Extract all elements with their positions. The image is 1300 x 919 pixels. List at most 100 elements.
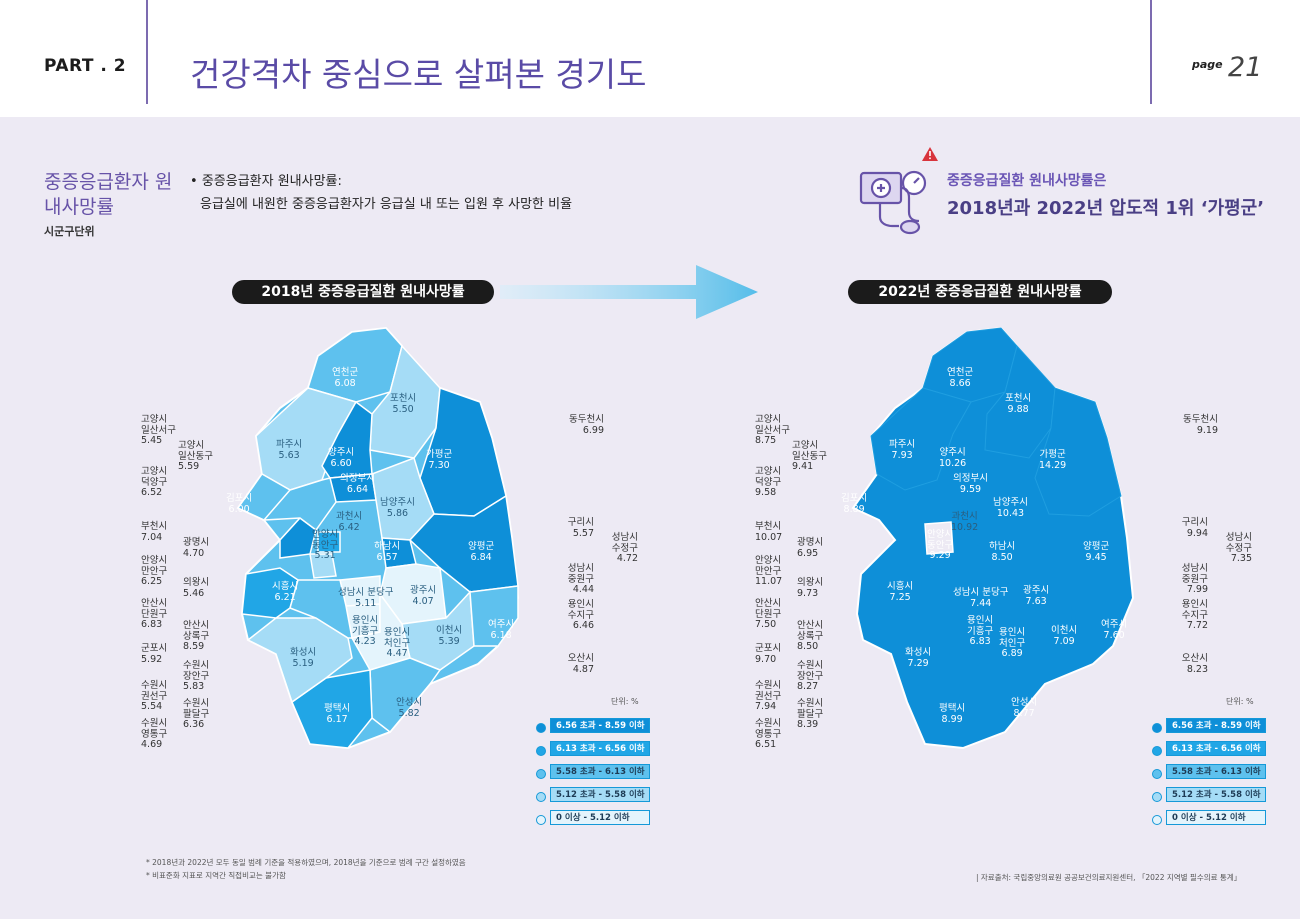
label-hwaseong: 화성시 7.29 <box>905 647 932 669</box>
region-gapyeong <box>1034 387 1122 517</box>
ext-2022-dongducheon: 동두천시 9.19 <box>1183 414 1218 436</box>
label-pocheon: 포천시 9.88 <box>1005 393 1032 415</box>
ext-2018-gunpo: 군포시 5.92 <box>141 643 168 665</box>
label-siheung: 시흥시 6.21 <box>272 581 299 603</box>
header-divider-left <box>146 0 148 104</box>
region-yeoju <box>469 585 519 647</box>
ext-2018-suwon-paldal: 수원시 팔달구 6.36 <box>183 698 210 730</box>
region-goyang <box>262 477 337 532</box>
map-2022: 연천군 8.66 포천시 9.88 파주시 7.93 양주시 10.26 의정부시 9.5… <box>755 318 1235 758</box>
arrow-icon <box>500 265 758 319</box>
label-hanam: 하남시 8.50 <box>989 541 1016 563</box>
ext-2022-goyang-ilsanseo: 고양시 일산서구 8.75 <box>755 414 790 446</box>
footnote-2: * 비표준화 지표로 지역간 직접비교는 불가함 <box>146 871 286 880</box>
region-paju <box>870 387 972 491</box>
definition-text: 응급실에 내원한 중증응급환자가 응급실 내 또는 입원 후 사망한 비율 <box>200 197 573 212</box>
legend-label: 5.58 초과 - 6.13 이하 <box>550 764 650 779</box>
ext-2022-suwon-paldal: 수원시 팔달구 8.39 <box>797 698 824 730</box>
label-anyang-dongan: 안양시 동안구 5.31 <box>312 529 339 561</box>
label-icheon: 이천시 5.39 <box>436 625 463 647</box>
label-hanam: 하남시 6.57 <box>374 541 401 563</box>
ext-2018-suwon-yeongtong: 수원시 영통구 4.69 <box>141 718 168 750</box>
label-yongin-giheung: 용인시 기흥구 4.23 <box>352 615 379 647</box>
ext-2018-suwon-jangan: 수원시 장안구 5.83 <box>183 660 210 692</box>
legend-dot-icon <box>536 815 546 825</box>
legend-label: 6.13 초과 - 6.56 이하 <box>1166 741 1266 756</box>
ext-2022-gunpo: 군포시 9.70 <box>755 643 782 665</box>
ext-2022-gwangmyeong: 광명시 6.95 <box>797 537 824 559</box>
part-label: PART . 2 <box>44 56 127 76</box>
region-gwacheon-area <box>924 521 954 555</box>
unit-label-2022: 단위: % <box>1226 697 1254 706</box>
label-yangpyeong: 양평군 9.45 <box>1083 541 1110 563</box>
legend-dot-icon <box>1152 723 1162 733</box>
ext-2018-goyang-deogyang: 고양시 덕양구 6.52 <box>141 466 168 498</box>
ext-2022-goyang-deogyang: 고양시 덕양구 9.58 <box>755 466 782 498</box>
ext-2018-seongnam-sujeong: 성남시 수정구 4.72 <box>611 532 638 564</box>
legend-label: 5.12 초과 - 5.58 이하 <box>550 787 650 802</box>
label-gwacheon: 과천시 6.42 <box>336 511 363 533</box>
label-namyangju: 남양주시 5.86 <box>380 497 415 519</box>
region-hwaseong <box>246 617 353 704</box>
label-yeoju: 여주시 7.60 <box>1101 619 1128 641</box>
region-anseong <box>369 657 442 734</box>
ext-2018-gwangmyeong: 광명시 4.70 <box>183 537 210 559</box>
page-label: page <box>1192 58 1223 71</box>
legend-label: 5.58 초과 - 6.13 이하 <box>1166 764 1266 779</box>
label-yeoncheon: 연천군 6.08 <box>332 367 359 389</box>
ext-2018-seongnam-jungwon: 성남시 중원구 4.44 <box>567 563 594 595</box>
definition-label: • 중증응급환자 원내사망률: <box>190 174 342 189</box>
page-title: 건강격차 중심으로 살펴본 경기도 <box>190 55 647 94</box>
page-header: PART . 2 건강격차 중심으로 살펴본 경기도 page 21 <box>0 0 1300 117</box>
ext-2022-goyang-ilsandong: 고양시 일산동구 9.41 <box>792 440 827 472</box>
ext-2018-uiwang: 의왕시 5.46 <box>183 577 210 599</box>
callout-line-1: 중증응급질환 원내사망률은 <box>947 173 1107 189</box>
label-yangju: 양주시 6.60 <box>328 447 355 469</box>
ext-2018-guri: 구리시 5.57 <box>567 517 594 539</box>
ext-2018-dongducheon: 동두천시 6.99 <box>569 414 604 436</box>
ext-2022-seongnam-jungwon: 성남시 중원구 7.99 <box>1181 563 1208 595</box>
ext-2022-anyang-manan: 안양시 만안구 11.07 <box>755 555 783 587</box>
ext-2022-ansan-danwon: 안산시 단원구 7.50 <box>755 598 782 630</box>
ext-2018-goyang-ilsanseo: 고양시 일산서구 5.45 <box>141 414 176 446</box>
label-hwaseong: 화성시 5.19 <box>290 647 317 669</box>
label-yangju: 양주시 10.26 <box>939 447 967 469</box>
legend-label: 0 이상 - 5.12 이하 <box>550 810 650 825</box>
ext-2018-osan: 오산시 4.87 <box>567 653 594 675</box>
label-paju: 파주시 7.93 <box>889 439 916 461</box>
legend-label: 0 이상 - 5.12 이하 <box>1166 810 1266 825</box>
map-2018-shape <box>236 326 520 750</box>
label-pyeongtaek: 평택시 6.17 <box>324 703 351 725</box>
ext-2018-goyang-ilsandong: 고양시 일산동구 5.59 <box>178 440 213 472</box>
label-gimpo: 김포시 6.00 <box>226 493 253 515</box>
unit-label-2018: 단위: % <box>611 697 639 706</box>
blood-pressure-icon <box>859 170 927 235</box>
map-2022-shape <box>851 326 1135 750</box>
ext-2022-uiwang: 의왕시 9.73 <box>797 577 824 599</box>
header-divider-right <box>1150 0 1152 104</box>
label-gimpo: 김포시 8.89 <box>841 493 868 515</box>
legend-label: 6.56 초과 - 8.59 이하 <box>550 718 650 733</box>
ext-2022-bucheon: 부천시 10.07 <box>755 521 783 543</box>
label-yangpyeong: 양평군 6.84 <box>468 541 495 563</box>
label-seongnam-bundang: 성남시 분당구 5.11 <box>338 587 394 609</box>
legend-dot-icon <box>536 723 546 733</box>
legend-dot-icon <box>1152 792 1162 802</box>
definition-label-text: 중증응급환자 원내사망률: <box>201 174 342 189</box>
ext-2022-suwon-jangan: 수원시 장안구 8.27 <box>797 660 824 692</box>
label-anyang-dongan: 안양시 동안구 9.29 <box>927 529 954 561</box>
label-uijeongbu: 의정부시 9.59 <box>953 473 988 495</box>
indicator-subtitle: 시군구단위 <box>44 225 95 238</box>
ext-2022-suwon-yeongtong: 수원시 영통구 6.51 <box>755 718 782 750</box>
label-pyeongtaek: 평택시 8.99 <box>939 703 966 725</box>
legend-label: 6.56 초과 - 8.59 이하 <box>1166 718 1266 733</box>
region-bucheon <box>279 516 317 559</box>
ext-2018-suwon-gwonseon: 수원시 권선구 5.54 <box>141 680 168 712</box>
legend-dot-icon <box>1152 815 1162 825</box>
ext-2022-ansan-sangnok: 안산시 상록구 8.50 <box>797 620 824 652</box>
label-icheon: 이천시 7.09 <box>1051 625 1078 647</box>
indicator-title: 중증응급환자 원내사망률 <box>44 171 173 218</box>
ext-2018-ansan-danwon: 안산시 단원구 6.83 <box>141 598 168 630</box>
label-gwangju: 광주시 4.07 <box>410 585 437 607</box>
region-suwon <box>289 579 353 639</box>
